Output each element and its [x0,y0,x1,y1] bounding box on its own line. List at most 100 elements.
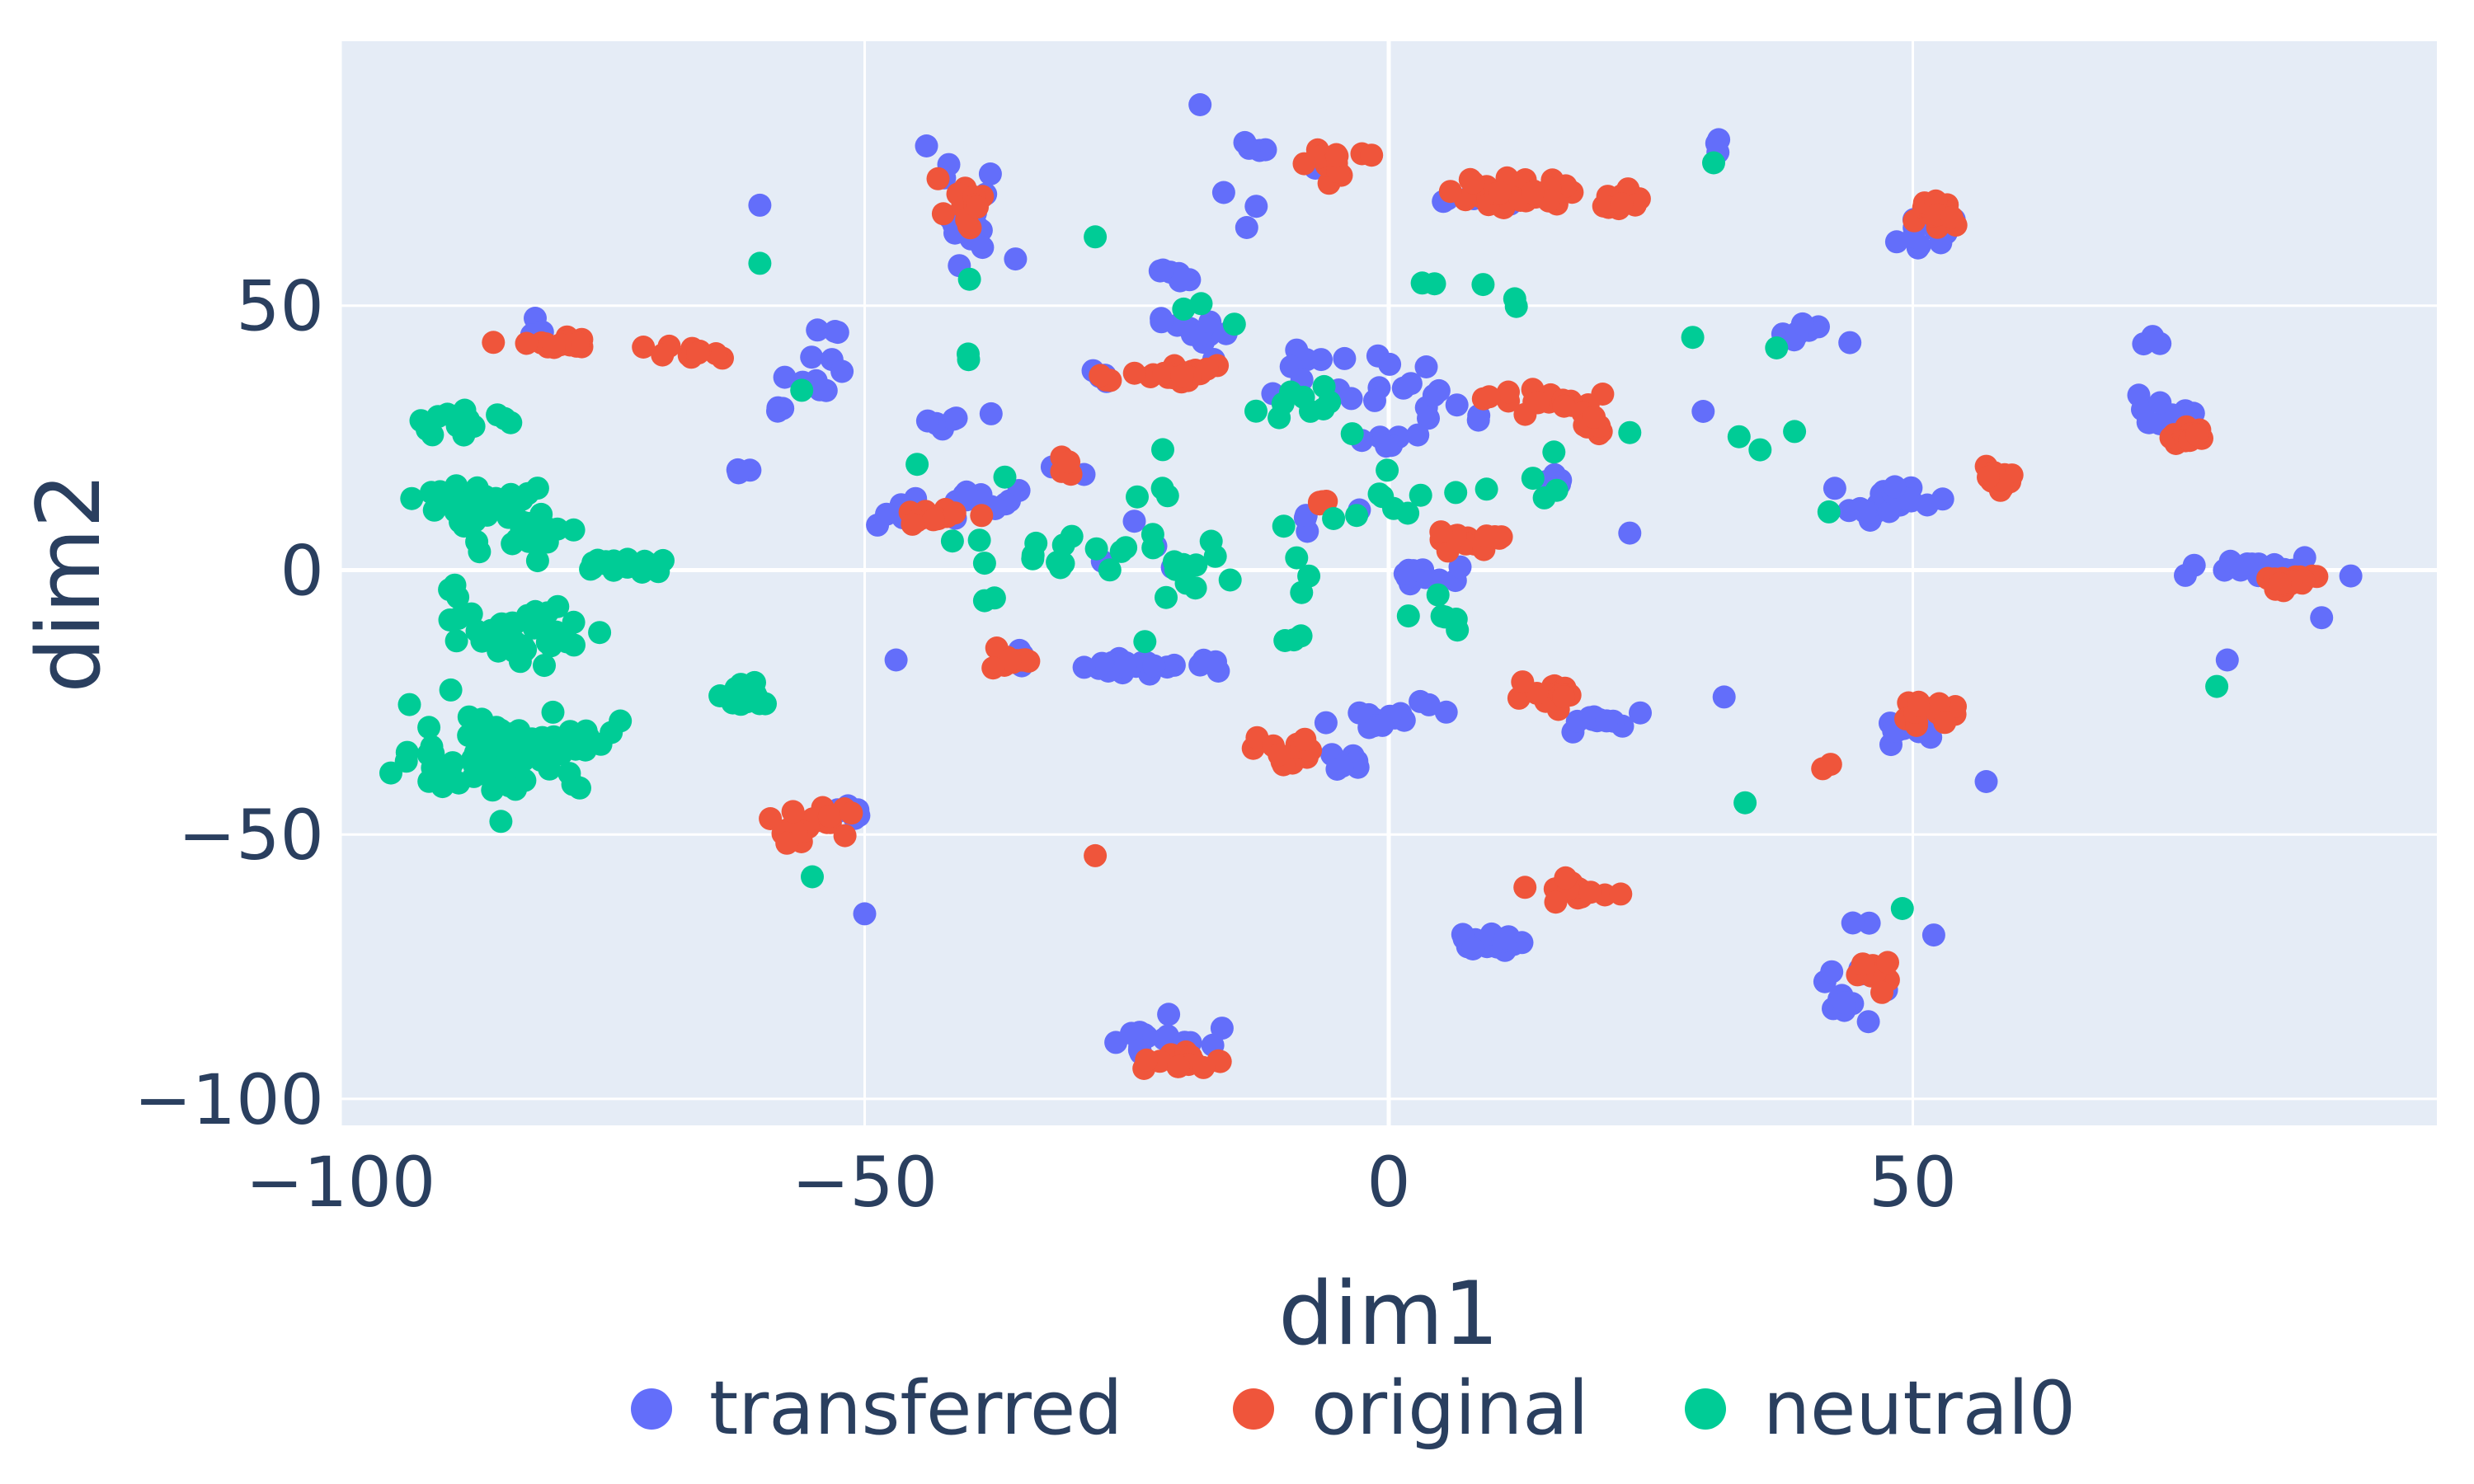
point-neutral0 [1503,287,1526,311]
point-neutral0 [426,405,450,429]
point-neutral0 [1817,500,1841,524]
point-neutral0 [1618,420,1642,444]
point-neutral0 [729,673,753,697]
point-neutral0 [558,720,582,744]
point-neutral0 [1542,440,1566,464]
point-neutral0 [1890,897,1914,920]
point-transferred [1422,383,1446,407]
point-neutral0 [510,487,534,511]
series-original [482,138,2329,1080]
point-original [1554,866,1578,890]
point-neutral0 [1382,496,1405,520]
point-original [966,195,989,219]
point-original [1544,890,1568,914]
point-transferred [2148,391,2172,415]
point-transferred [1142,654,1166,678]
point-transferred [1375,434,1399,458]
point-transferred [2148,331,2172,355]
point-original [651,343,675,367]
point-transferred [1790,312,1814,336]
point-neutral0 [459,602,483,626]
legend-label: transferred [709,1365,1122,1452]
point-transferred [1832,991,1856,1015]
point-original [1870,980,1893,1004]
legend: transferred original neutral0 [631,1365,2076,1452]
point-neutral0 [397,693,421,716]
point-transferred [1820,960,1844,984]
legend-item-neutral0[interactable]: neutral0 [1685,1365,2076,1452]
point-transferred [971,236,995,260]
point-transferred [944,406,968,430]
point-original [1192,1055,1216,1079]
point-transferred [955,480,978,504]
point-transferred [1445,393,1469,417]
point-original [1438,180,1462,204]
point-neutral0 [439,757,462,781]
x-tick-label: −50 [792,1142,938,1223]
point-original [1489,181,1512,204]
point-transferred [1856,1010,1880,1034]
point-original [759,807,783,830]
point-neutral0 [501,611,524,635]
point-neutral0 [452,514,476,538]
point-neutral0 [1109,539,1133,563]
point-transferred [1244,195,1268,218]
point-transferred [1122,510,1146,533]
point-transferred [1339,387,1363,411]
point-transferred [979,402,1003,425]
point-original [2268,571,2292,595]
point-neutral0 [1748,438,1772,462]
point-original [1592,195,1616,218]
point-original [1360,143,1384,167]
point-original [1513,876,1537,899]
x-axis-title: dim1 [1278,1263,1498,1364]
point-transferred [2174,563,2197,587]
point-original [1461,171,1485,195]
point-neutral0 [557,762,581,786]
point-transferred [2132,332,2156,356]
point-transferred [1883,475,1907,499]
point-neutral0 [1733,791,1757,815]
point-neutral0 [636,552,660,575]
point-neutral0 [1189,292,1213,316]
point-transferred [766,396,790,420]
point-original [1475,524,1498,548]
point-transferred [1417,406,1440,430]
point-transferred [806,318,830,342]
point-original [1513,402,1537,426]
point-neutral0 [1299,399,1322,423]
x-axis-ticks: −100 −50 0 50 [246,1142,1957,1223]
point-original [1497,380,1520,404]
point-neutral0 [1244,399,1268,423]
point-transferred [1838,331,1862,355]
point-original [1122,361,1146,385]
point-original [1552,394,1576,418]
point-neutral0 [400,486,424,510]
point-original [632,336,656,359]
point-original [2185,423,2209,447]
point-original [817,805,841,829]
point-original [1292,152,1316,176]
point-neutral0 [1410,271,1434,295]
point-original [1811,757,1835,781]
point-neutral0 [514,728,538,752]
point-transferred [2339,564,2363,588]
legend-label: neutral0 [1763,1365,2076,1452]
point-neutral0 [456,491,480,514]
point-neutral0 [1222,312,1246,336]
y-tick-label: 0 [280,530,324,611]
point-neutral0 [957,267,981,291]
point-original [926,167,950,190]
legend-item-original[interactable]: original [1233,1365,1588,1452]
point-neutral0 [438,578,462,602]
point-transferred [1853,500,1877,524]
legend-item-transferred[interactable]: transferred [631,1365,1122,1452]
point-original [833,824,857,848]
point-neutral0 [1218,568,1242,592]
point-original [1268,743,1291,767]
point-neutral0 [1345,504,1369,528]
point-neutral0 [967,528,991,552]
point-neutral0 [1126,485,1149,509]
point-neutral0 [1471,273,1495,297]
point-neutral0 [600,721,623,744]
